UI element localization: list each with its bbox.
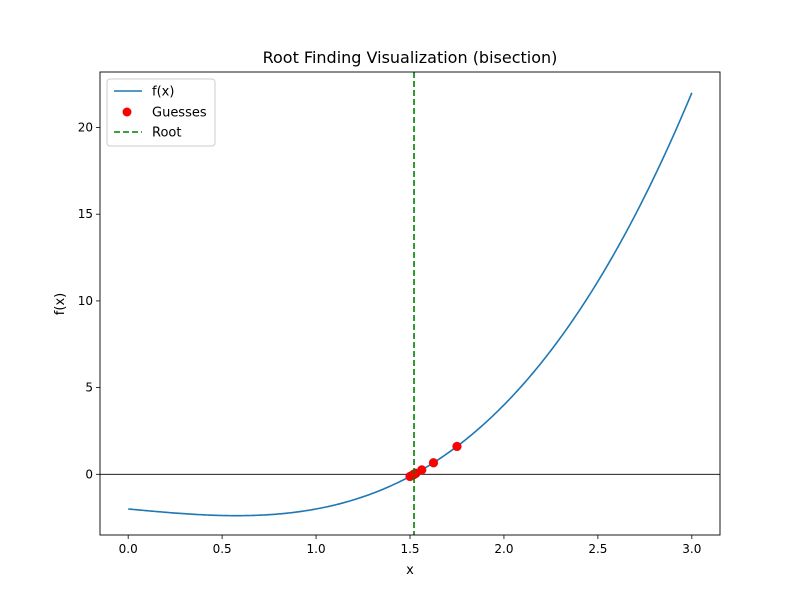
y-axis-label: f(x): [53, 293, 68, 315]
x-tick-label: 1.5: [400, 542, 419, 556]
x-tick-label: 3.0: [682, 542, 701, 556]
x-tick-label: 1.0: [307, 542, 326, 556]
y-tick-label: 10: [78, 294, 93, 308]
guess-point: [428, 458, 439, 468]
legend-swatch-guesses: [122, 107, 132, 117]
x-axis-label: x: [406, 563, 414, 578]
x-tick-label: 0.5: [213, 542, 232, 556]
y-tick-label: 20: [78, 120, 93, 134]
legend: f(x) Guesses Root: [106, 78, 216, 147]
x-tick-label: 2.0: [494, 542, 513, 556]
legend-label: f(x): [152, 85, 174, 100]
chart-title: Root Finding Visualization (bisection): [263, 48, 558, 67]
x-tick-label: 0.0: [119, 542, 138, 556]
legend-label: Guesses: [152, 106, 207, 121]
x-tick-label: 2.5: [588, 542, 607, 556]
legend-label: Root: [152, 126, 181, 141]
guess-point: [452, 441, 462, 452]
y-tick-label: 0: [85, 467, 93, 481]
legend-box: [106, 78, 216, 147]
y-tick-label: 15: [78, 207, 93, 221]
y-tick-label: 5: [85, 381, 93, 395]
